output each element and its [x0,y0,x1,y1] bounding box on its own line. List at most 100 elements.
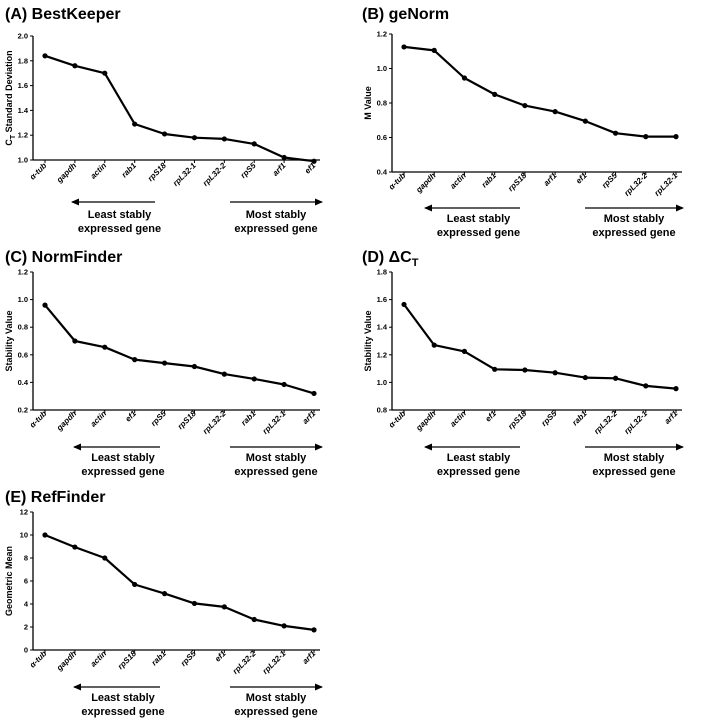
panel-c-category-label: rpL32-2 [201,409,228,436]
panel-c-category-label: actin [89,409,109,429]
panel-d-least-stable-caption: Least stably [447,452,511,464]
panel-b-title: (B) geNorm [362,6,449,23]
panel-a-category-label: rpL32-2 [201,161,228,188]
panel-d-data-point [431,342,437,348]
panel-d-data-point [643,383,649,389]
panel-a-y-axis-label: CT Standard Deviation [4,50,17,145]
panel-d-data-point [612,375,619,381]
panel-a-ytick-label: 2.0 [18,32,28,41]
panel-e-data-point [281,623,287,629]
panel-b-series-line [403,45,676,138]
panel-d-series-line [403,303,677,390]
panel-c-ytick-label: 1.2 [18,268,28,277]
panel-c-ytick-label: 1.0 [18,295,28,304]
panel-a-data-point [251,141,257,147]
panel-e-data-point [311,627,317,633]
panel-c-data-point [251,376,257,382]
panel-e-category-label: actin [89,649,109,669]
panel-a-most-stable-caption: Most stably [246,209,307,221]
panel-d-category-label: arf1 [663,409,680,426]
panel-d-ytick-label: 1.0 [377,378,387,387]
panel-a-category-label: rpS18 [146,161,168,183]
panel-e-data-point [191,600,198,607]
panel-c: (C) NormFinder 0.2 0.4 0.6 0.8 1.0 1.2 Stabilit… [4,249,323,478]
panel-b-ytick-label: 0.6 [377,133,387,142]
panel-e-category-label: rpL32-1 [261,649,288,676]
panel-e-category-label: arf1 [301,649,318,666]
panel-e-data-point [161,591,168,597]
panel-c-title: (C) NormFinder [5,249,122,266]
panel-b-least-stable-caption: expressed gene [437,227,520,239]
panel-b-category-label: gapdh [414,171,438,195]
panel-b-category-label: rpS5 [600,171,619,190]
panel-e-ytick-label: 0 [24,646,28,655]
panel-d-data-point [522,367,528,373]
panel-b-category-label: rpL32-1 [653,171,680,198]
panel-e-data-point [42,532,48,538]
panel-c-ytick-label: 0.8 [18,323,28,332]
panel-b-data-point [552,109,558,115]
panel-d-ytick-label: 1.8 [377,268,387,277]
panel-a-least-stable-caption: Least stably [88,209,152,221]
panel-a: (A) BestKeeper 1.0 1.2 1.4 1.6 1.8 2.0CT Stand… [4,6,323,235]
panel-a-category-label: rab1 [120,161,139,180]
panel-a-ytick-label: 1.6 [18,81,28,90]
panel-e-ytick-label: 12 [20,508,28,517]
panel-a-data-point [161,131,168,137]
panel-d-data-point [492,366,498,372]
panel-c-series-line [44,304,315,395]
panel-b-data-point [673,134,679,140]
panel-e-data-point [102,555,108,561]
panel-c-ytick-label: 0.4 [18,378,29,387]
panel-a-title: (A) BestKeeper [5,6,121,23]
panel-e-most-stable-caption: expressed gene [234,706,317,718]
panel-e-ytick-label: 10 [20,531,28,540]
panel-e-data-point [221,604,227,610]
panel-d-least-stable-caption: expressed gene [437,466,520,478]
panel-a-ytick-label: 1.2 [18,131,28,140]
panel-b-data-point [643,134,649,140]
panel-d-category-label: rpS5 [540,409,559,428]
panel-d-data-point [401,301,407,308]
panel-b-ytick-label: 1.0 [377,64,387,73]
panel-d-data-point [461,348,468,354]
panel-d-most-stable-caption: Most stably [604,452,665,464]
panel-d-category-label: rpL32-1 [622,409,649,436]
panel-e-category-label: gapdh [54,649,78,673]
panel-a-category-label: actin [89,161,109,181]
panel-a-data-point [191,135,198,141]
panel-e-data-point [132,581,138,588]
panel-a-data-point [221,136,227,142]
panel-b-ytick-label: 0.4 [377,168,388,177]
panel-c-data-point [72,338,78,344]
panel-e-category-label: rab1 [150,649,169,668]
panel-c-data-point [281,381,287,388]
panel-c-category-label: rpL32-1 [261,409,288,436]
panel-b-least-stable-caption: Least stably [447,213,511,225]
panel-c-data-point [161,360,168,366]
panel-b-data-point [492,91,498,97]
panel-d-category-label: actin [448,409,468,429]
panel-e-ytick-label: 4 [24,600,29,609]
panel-a-category-label: α-tub [28,161,49,182]
panel-d-category-label: rab1 [570,409,589,428]
panel-a-ytick-label: 1.4 [18,106,29,115]
panel-c-ytick-label: 0.6 [18,350,28,359]
panel-b-category-label: rpL32-2 [622,171,649,198]
panel-c-data-point [221,371,227,377]
panel-c-data-point [311,390,317,397]
panel-d-category-label: rpL32-2 [592,409,619,436]
panel-d-ytick-label: 1.6 [377,295,387,304]
panel-b-data-point [431,47,437,53]
panel-b-category-label: arf1 [542,171,559,188]
panel-e-most-stable-caption: Most stably [246,692,307,704]
panel-a-ytick-label: 1.8 [18,56,28,65]
panel-a-category-label: rpL32-1 [171,161,198,188]
panel-a-category-label: rpS5 [239,161,258,180]
panel-e-category-label: ef1 [213,649,228,664]
panel-e-ytick-label: 6 [24,577,28,586]
panel-b-category-label: ef1 [574,171,589,186]
panel-c-most-stable-caption: Most stably [246,452,307,464]
